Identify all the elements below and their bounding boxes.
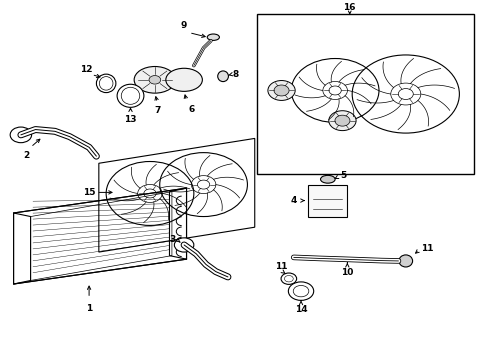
Text: 10: 10 [341, 268, 353, 277]
Bar [257, 14, 474, 174]
Ellipse shape [134, 67, 175, 93]
Ellipse shape [207, 34, 220, 40]
Text: 7: 7 [154, 107, 161, 116]
Ellipse shape [218, 71, 228, 82]
Circle shape [281, 273, 296, 284]
Circle shape [288, 282, 314, 300]
Ellipse shape [166, 68, 202, 91]
Text: 13: 13 [124, 115, 137, 124]
Ellipse shape [97, 74, 116, 93]
Bar [308, 185, 347, 217]
Text: 5: 5 [340, 171, 346, 180]
Text: 3: 3 [170, 235, 176, 244]
Circle shape [268, 81, 295, 100]
Text: 16: 16 [343, 3, 356, 12]
Circle shape [174, 238, 194, 252]
Circle shape [335, 115, 350, 126]
Text: 15: 15 [83, 188, 96, 197]
Circle shape [10, 127, 31, 143]
Ellipse shape [320, 175, 335, 183]
Text: 1: 1 [86, 303, 92, 312]
Text: 12: 12 [80, 66, 93, 75]
Text: 4: 4 [291, 196, 297, 205]
Circle shape [274, 85, 289, 96]
Text: 6: 6 [188, 105, 195, 114]
Circle shape [329, 111, 356, 131]
Text: 8: 8 [233, 70, 239, 79]
Text: 2: 2 [24, 151, 30, 160]
Ellipse shape [117, 84, 144, 107]
Text: 11: 11 [421, 244, 434, 253]
Circle shape [149, 76, 161, 84]
Ellipse shape [399, 255, 413, 267]
Text: 11: 11 [275, 261, 288, 270]
Text: 9: 9 [181, 21, 187, 30]
Text: 14: 14 [294, 305, 307, 314]
